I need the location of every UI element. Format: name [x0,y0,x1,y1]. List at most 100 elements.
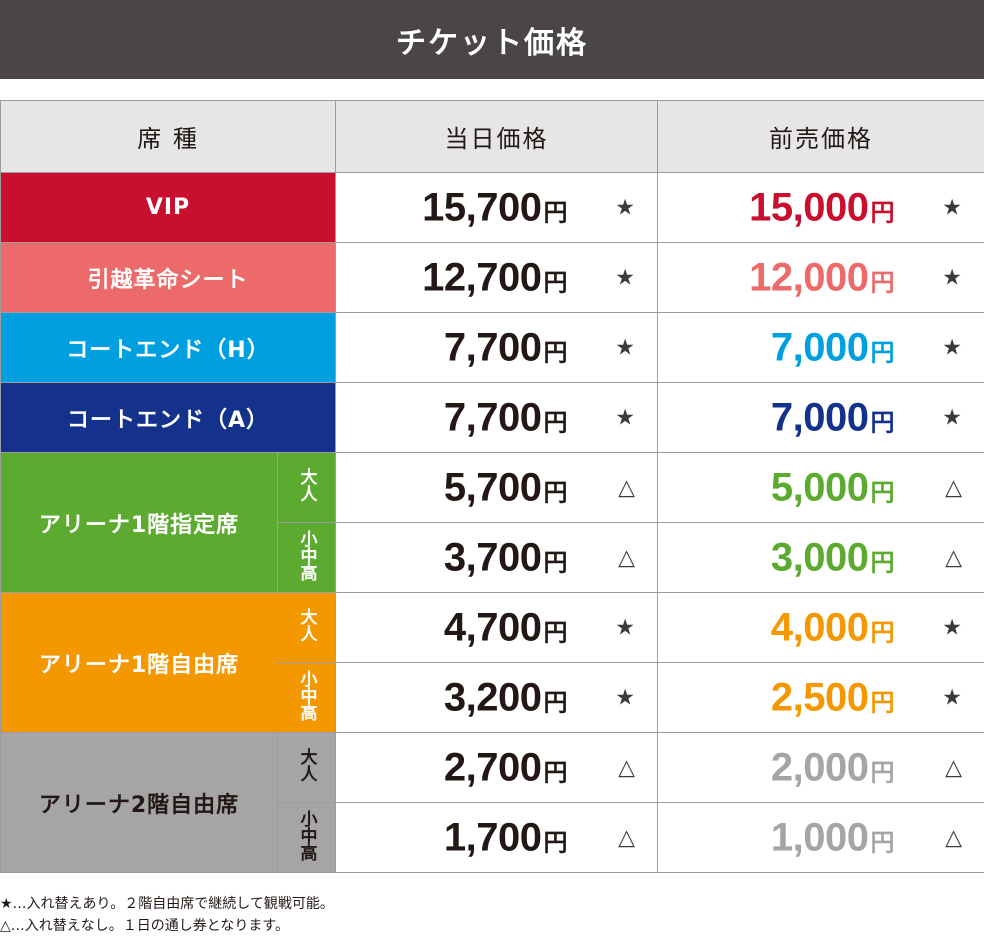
seat-arena1-free: アリーナ1階自由席 [0,592,278,733]
sub-student: 小中高 [276,522,337,593]
table-row: アリーナ2階自由席 大人 2,700円 △ 2,000円 △ [0,732,984,873]
sub-label: 大人 [296,748,317,782]
day-price-cell: 3,200円 ★ [335,662,659,733]
table-row: 小中高 3,200円 ★ 2,500円 ★ [1,662,984,733]
advance-price-cell: 7,000円 ★ [657,312,984,383]
yen-unit: 円 [870,478,895,506]
yen-unit: 円 [543,338,568,366]
yen-unit: 円 [543,548,568,576]
day-price: 5,700 [443,465,542,509]
yen-unit: 円 [870,688,895,716]
seat-court-end-h: コートエンド（H） [0,312,337,383]
seat-arena1-reserved: アリーナ1階指定席 [0,452,278,593]
page-title: チケット価格 [0,0,984,79]
day-price: 3,700 [443,535,542,579]
day-price: 12,700 [422,255,542,299]
yen-unit: 円 [870,408,895,436]
table-row: VIP 15,700円 ★ 15,000円 ★ [0,172,984,243]
sub-label: 大人 [296,468,317,502]
advance-price: 3,000 [770,535,869,579]
star-icon: ★ [942,265,963,290]
yen-unit: 円 [543,758,568,786]
yen-unit: 円 [543,478,568,506]
day-price-cell: 7,700円 ★ [335,382,659,453]
table-header-row: 席 種 当日価格 前売価格 [0,100,984,173]
advance-price-cell: 12,000円 ★ [657,242,984,313]
triangle-icon: △ [945,475,963,500]
day-price: 1,700 [443,815,542,859]
header-seat: 席 種 [0,100,337,173]
seat-court-end-a: コートエンド（A） [0,382,337,453]
star-icon: ★ [615,615,636,640]
footnotes: ★…入れ替えあり。２階自由席で継続して観戦可能。 △…入れ替えなし。１日の通し券… [0,893,334,937]
day-price-cell: 4,700円 ★ [335,592,659,663]
day-price: 4,700 [443,605,542,649]
triangle-icon: △ [945,545,963,570]
star-icon: ★ [942,335,963,360]
header-day-of-price: 当日価格 [335,100,659,173]
day-price: 15,700 [422,185,542,229]
triangle-icon: △ [618,825,636,850]
yen-unit: 円 [543,618,568,646]
yen-unit: 円 [870,548,895,576]
star-icon: ★ [615,335,636,360]
table-row: 小中高 1,700円 △ 1,000円 △ [1,802,984,873]
star-icon: ★ [615,405,636,430]
yen-unit: 円 [870,758,895,786]
sub-student: 小中高 [276,662,337,733]
day-price-cell: 2,700円 △ [335,732,659,803]
day-price-cell: 7,700円 ★ [335,312,659,383]
advance-price: 7,000 [770,325,869,369]
advance-price: 4,000 [770,605,869,649]
table-row: コートエンド（A） 7,700円 ★ 7,000円 ★ [0,382,984,453]
yen-unit: 円 [543,198,568,226]
advance-price: 12,000 [749,255,869,299]
day-price-cell: 1,700円 △ [335,802,659,873]
yen-unit: 円 [870,198,895,226]
star-icon: ★ [615,685,636,710]
sub-adult: 大人 [276,592,337,663]
advance-price-cell: 4,000円 ★ [657,592,984,663]
triangle-icon: △ [945,825,963,850]
star-icon: ★ [615,195,636,220]
table-row: 引越革命シート 12,700円 ★ 12,000円 ★ [0,242,984,313]
star-icon: ★ [942,615,963,640]
star-icon: ★ [942,405,963,430]
sub-student: 小中高 [276,802,337,873]
advance-price: 15,000 [749,185,869,229]
table-row: 小中高 3,700円 △ 3,000円 △ [1,522,984,593]
sub-label: 小中高 [296,809,317,861]
yen-unit: 円 [870,268,895,296]
day-price: 3,200 [443,675,542,719]
day-price-cell: 5,700円 △ [335,452,659,523]
ticket-price-table: 席 種 当日価格 前売価格 VIP 15,700円 ★ 15,000円 ★ 引越… [0,100,984,873]
yen-unit: 円 [870,828,895,856]
note-triangle: △…入れ替えなし。１日の通し券となります。 [0,918,289,934]
day-price-cell: 12,700円 ★ [335,242,659,313]
day-price: 7,700 [443,395,542,439]
sub-label: 大人 [296,608,317,642]
advance-price-cell: 5,000円 △ [657,452,984,523]
advance-price-cell: 7,000円 ★ [657,382,984,453]
yen-unit: 円 [870,338,895,366]
day-price: 7,700 [443,325,542,369]
star-icon: ★ [615,265,636,290]
yen-unit: 円 [543,688,568,716]
triangle-icon: △ [618,475,636,500]
advance-price: 7,000 [770,395,869,439]
triangle-icon: △ [618,755,636,780]
advance-price: 2,000 [770,745,869,789]
advance-price: 1,000 [770,815,869,859]
yen-unit: 円 [543,268,568,296]
day-price: 2,700 [443,745,542,789]
sub-label: 小中高 [296,669,317,721]
sub-label: 小中高 [296,529,317,581]
day-price-cell: 15,700円 ★ [335,172,659,243]
yen-unit: 円 [543,828,568,856]
table-row: アリーナ1階指定席 大人 5,700円 △ 5,000円 △ [0,452,984,593]
yen-unit: 円 [870,618,895,646]
sub-adult: 大人 [276,732,337,803]
star-icon: ★ [942,685,963,710]
advance-price-cell: 1,000円 △ [657,802,984,873]
sub-adult: 大人 [276,452,337,523]
